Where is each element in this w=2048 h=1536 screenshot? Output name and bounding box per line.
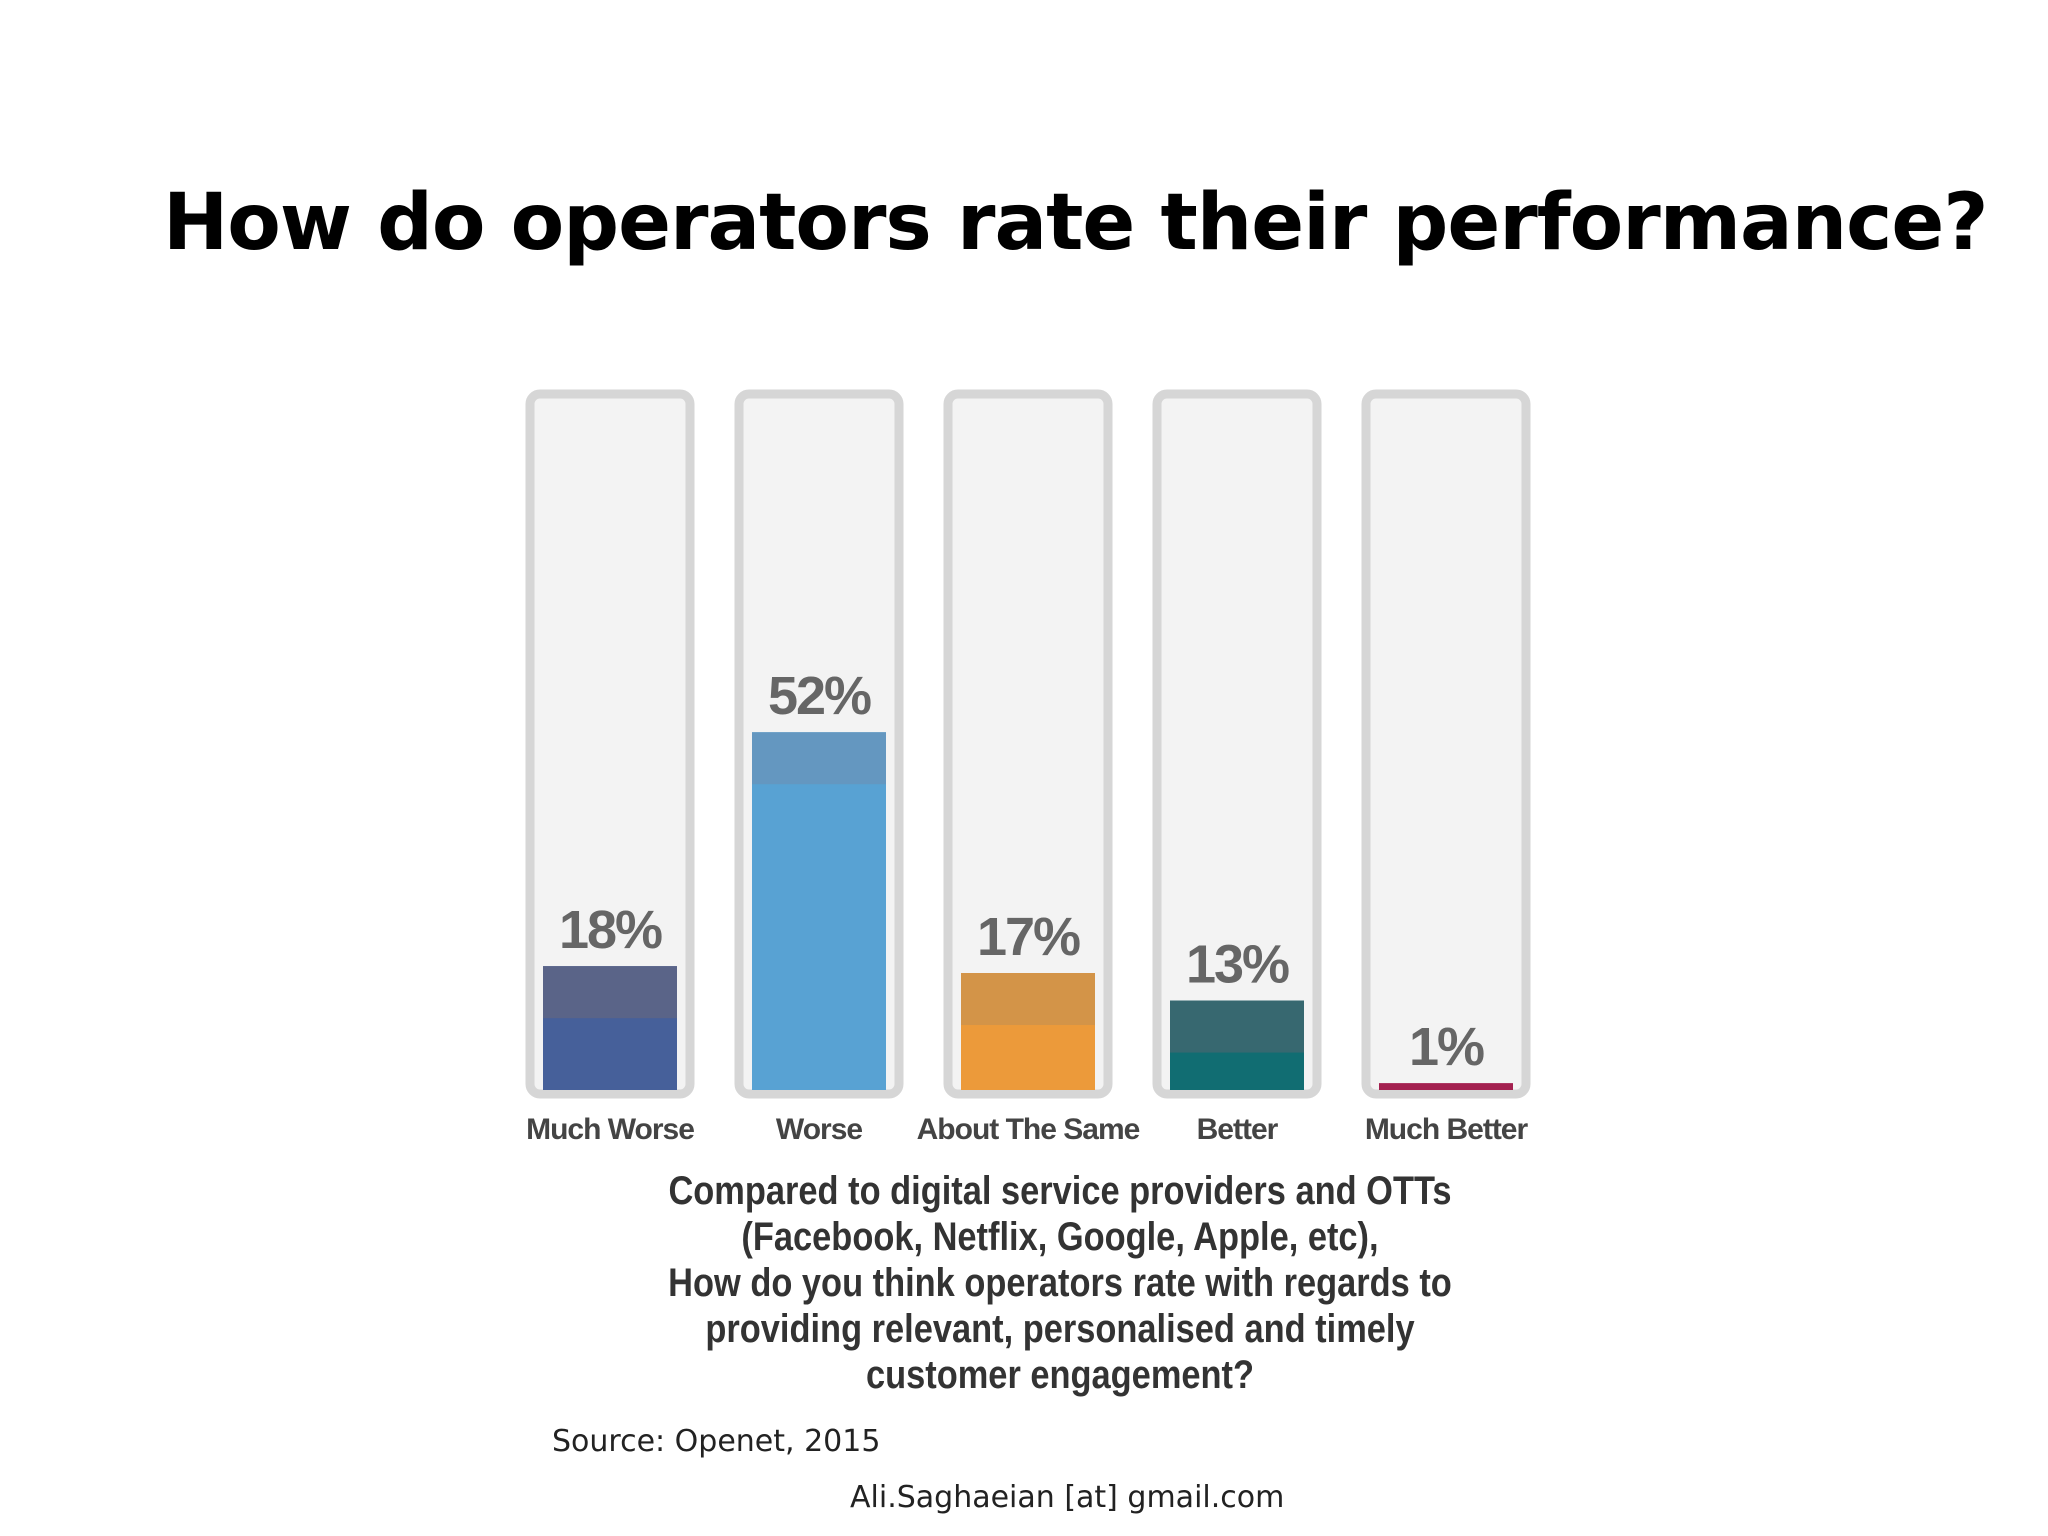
category-label: About The Same bbox=[917, 1113, 1140, 1146]
bar-track bbox=[1361, 389, 1531, 1099]
bar-cap bbox=[752, 732, 886, 785]
value-label: 13% bbox=[1186, 935, 1289, 995]
category-label: Better bbox=[1197, 1113, 1279, 1146]
slide-title: How do operators rate their performance? bbox=[163, 178, 1989, 268]
bar bbox=[1379, 1083, 1513, 1090]
caption-line: How do you think operators rate with reg… bbox=[668, 1261, 1452, 1305]
bar-track bbox=[943, 389, 1113, 1099]
category-label: Much Worse bbox=[526, 1113, 694, 1146]
caption-line: Compared to digital service providers an… bbox=[668, 1169, 1452, 1213]
caption-line: customer engagement? bbox=[865, 1353, 1255, 1397]
bar-track bbox=[1152, 389, 1322, 1099]
caption-line: (Facebook, Netflix, Google, Apple, etc), bbox=[741, 1215, 1379, 1259]
value-label: 52% bbox=[768, 666, 871, 726]
caption-line: providing relevant, personalised and tim… bbox=[705, 1307, 1415, 1351]
category-label: Worse bbox=[776, 1113, 862, 1146]
value-label: 1% bbox=[1409, 1017, 1484, 1077]
slide-footer: Ali.Saghaeian [at] gmail.com bbox=[850, 1480, 1285, 1515]
value-label: 17% bbox=[977, 907, 1080, 967]
bar-cap bbox=[543, 966, 677, 1019]
chart-caption: Compared to digital service providers an… bbox=[630, 1168, 1490, 1398]
bar bbox=[752, 732, 886, 1090]
bar-cap bbox=[1170, 1000, 1304, 1053]
chart-source: Source: Openet, 2015 bbox=[552, 1424, 881, 1459]
category-label: Much Better bbox=[1365, 1113, 1529, 1146]
value-label: 18% bbox=[559, 900, 662, 960]
bar-cap bbox=[961, 973, 1095, 1026]
bar-track bbox=[525, 389, 695, 1099]
